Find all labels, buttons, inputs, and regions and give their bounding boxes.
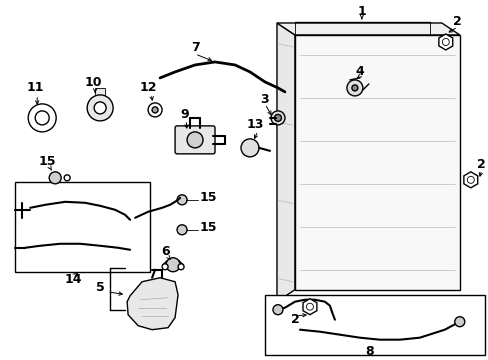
Text: 4: 4: [355, 66, 364, 78]
Text: 1: 1: [357, 5, 366, 18]
Text: 15: 15: [200, 221, 217, 234]
Circle shape: [35, 111, 49, 125]
Circle shape: [187, 132, 203, 148]
Circle shape: [178, 264, 183, 270]
Text: 10: 10: [84, 76, 102, 89]
Circle shape: [274, 114, 281, 121]
Text: 7: 7: [190, 41, 199, 54]
Text: 2: 2: [476, 158, 485, 171]
Text: 3: 3: [260, 93, 269, 107]
Text: 8: 8: [365, 345, 373, 358]
Circle shape: [148, 103, 162, 117]
Circle shape: [306, 303, 313, 310]
Circle shape: [28, 104, 56, 132]
Circle shape: [49, 172, 61, 184]
Circle shape: [346, 80, 362, 96]
Circle shape: [177, 195, 187, 205]
Text: 6: 6: [161, 245, 169, 258]
Bar: [264, 295, 484, 355]
Polygon shape: [127, 278, 178, 330]
Circle shape: [177, 225, 187, 235]
Bar: [95, 88, 105, 96]
Bar: [294, 35, 459, 290]
Circle shape: [64, 175, 70, 181]
Text: 12: 12: [139, 81, 157, 94]
Circle shape: [454, 317, 464, 327]
Circle shape: [272, 305, 283, 315]
Circle shape: [166, 258, 180, 272]
Circle shape: [442, 39, 448, 45]
Text: 5: 5: [96, 281, 104, 294]
Polygon shape: [438, 34, 452, 50]
Circle shape: [94, 102, 106, 114]
Circle shape: [467, 176, 473, 183]
Text: 9: 9: [181, 108, 189, 121]
FancyBboxPatch shape: [175, 126, 215, 154]
Text: 15: 15: [200, 191, 217, 204]
Text: 14: 14: [64, 273, 82, 286]
Text: 11: 11: [26, 81, 44, 94]
Text: 2: 2: [290, 313, 299, 326]
Circle shape: [241, 139, 259, 157]
Circle shape: [162, 264, 168, 270]
Polygon shape: [463, 172, 477, 188]
Circle shape: [270, 111, 285, 125]
Polygon shape: [303, 299, 316, 315]
Text: 15: 15: [39, 156, 56, 168]
Polygon shape: [276, 23, 294, 302]
Circle shape: [152, 107, 158, 113]
Circle shape: [87, 95, 113, 121]
Polygon shape: [276, 23, 459, 35]
Bar: [15, 182, 150, 272]
Text: 2: 2: [452, 15, 461, 28]
Circle shape: [351, 85, 357, 91]
Text: 13: 13: [246, 118, 263, 131]
